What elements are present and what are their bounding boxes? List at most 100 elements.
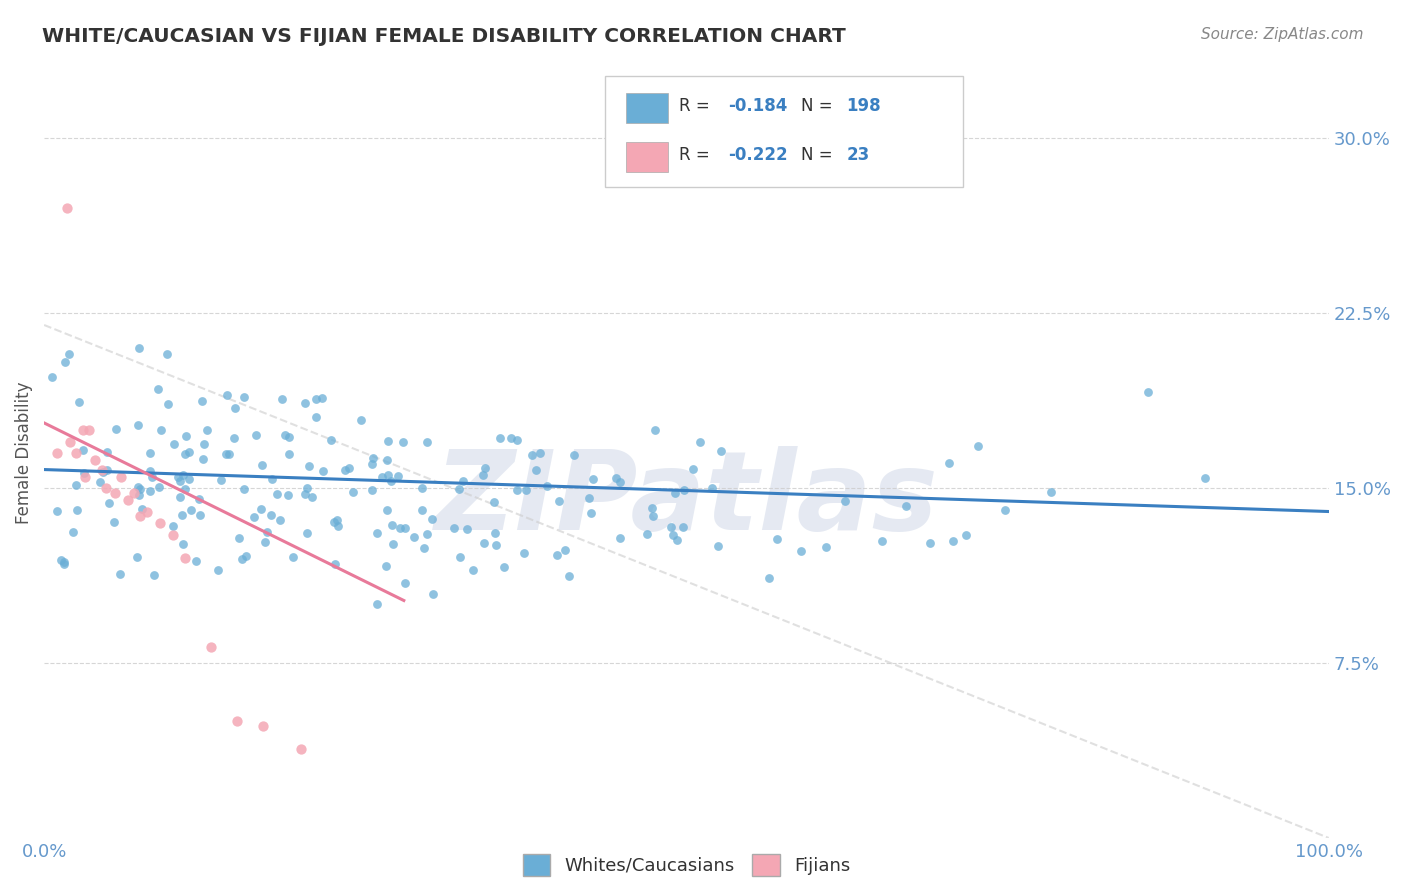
Point bbox=[295, 525, 318, 540]
Point bbox=[664, 486, 686, 500]
Point bbox=[363, 451, 385, 466]
Text: -0.184: -0.184 bbox=[728, 97, 787, 115]
Point bbox=[58, 347, 80, 361]
Point bbox=[451, 475, 474, 489]
Point bbox=[117, 492, 139, 507]
Point bbox=[524, 462, 547, 476]
Point bbox=[557, 569, 579, 583]
Point bbox=[200, 640, 222, 654]
Point bbox=[215, 388, 238, 402]
Point bbox=[77, 423, 100, 437]
Point bbox=[298, 458, 321, 473]
Point bbox=[148, 480, 170, 494]
Point bbox=[128, 341, 150, 355]
Point bbox=[416, 434, 439, 449]
Text: -0.222: -0.222 bbox=[728, 146, 787, 164]
Point bbox=[311, 391, 333, 405]
Point bbox=[942, 534, 965, 549]
Point bbox=[49, 553, 72, 567]
Point bbox=[472, 536, 495, 550]
Point bbox=[536, 479, 558, 493]
Point bbox=[938, 456, 960, 470]
Text: R =: R = bbox=[679, 146, 716, 164]
Point bbox=[105, 422, 128, 436]
Point bbox=[920, 535, 942, 549]
Point bbox=[449, 550, 471, 565]
Point bbox=[416, 526, 439, 541]
Point bbox=[290, 742, 312, 756]
Point bbox=[180, 503, 202, 517]
Point bbox=[271, 392, 294, 407]
Point bbox=[46, 446, 69, 460]
Point bbox=[127, 480, 149, 494]
Y-axis label: Female Disability: Female Disability bbox=[15, 382, 32, 524]
Point bbox=[172, 537, 194, 551]
Text: N =: N = bbox=[801, 146, 838, 164]
Point bbox=[326, 513, 349, 527]
Point bbox=[260, 508, 283, 522]
Point bbox=[394, 521, 416, 535]
Point bbox=[381, 518, 404, 533]
Text: 23: 23 bbox=[846, 146, 870, 164]
Point bbox=[515, 483, 537, 497]
Point bbox=[173, 447, 195, 461]
Point bbox=[474, 460, 496, 475]
Point bbox=[326, 519, 349, 533]
Point bbox=[128, 482, 150, 496]
Point bbox=[366, 526, 388, 541]
Point bbox=[485, 538, 508, 552]
Point bbox=[484, 526, 506, 541]
Point bbox=[370, 470, 392, 484]
Point bbox=[499, 431, 522, 445]
Point bbox=[256, 525, 278, 540]
Point bbox=[301, 491, 323, 505]
Point bbox=[295, 481, 318, 495]
Point bbox=[187, 491, 209, 506]
Point bbox=[790, 543, 813, 558]
Point bbox=[162, 528, 184, 542]
Point bbox=[207, 563, 229, 577]
Point bbox=[186, 554, 208, 568]
Point bbox=[872, 534, 894, 549]
Point bbox=[1039, 484, 1062, 499]
Point bbox=[609, 475, 631, 490]
Point bbox=[209, 473, 232, 487]
Point bbox=[177, 473, 200, 487]
Point bbox=[463, 563, 485, 577]
Point bbox=[662, 528, 685, 542]
Point bbox=[422, 586, 444, 600]
Point bbox=[834, 493, 856, 508]
Point bbox=[108, 566, 131, 581]
Point bbox=[56, 202, 79, 216]
Point bbox=[389, 521, 412, 535]
Point bbox=[323, 515, 346, 529]
Point bbox=[387, 469, 409, 483]
Point bbox=[222, 431, 245, 445]
Point bbox=[73, 467, 96, 481]
Point bbox=[72, 443, 94, 458]
Point bbox=[374, 558, 396, 573]
Point bbox=[129, 509, 152, 524]
Point bbox=[156, 347, 179, 361]
Point bbox=[506, 483, 529, 497]
Point bbox=[392, 435, 415, 450]
Point bbox=[689, 435, 711, 450]
Point bbox=[177, 444, 200, 458]
Point bbox=[193, 451, 215, 466]
Point bbox=[277, 488, 299, 502]
Point bbox=[277, 447, 299, 461]
Point bbox=[195, 423, 218, 437]
Point bbox=[582, 472, 605, 486]
Point bbox=[46, 504, 69, 518]
Point bbox=[294, 487, 316, 501]
Point bbox=[127, 550, 149, 565]
Point bbox=[131, 501, 153, 516]
Point bbox=[955, 528, 977, 542]
Point bbox=[231, 552, 253, 566]
Point bbox=[312, 465, 335, 479]
Point bbox=[65, 446, 87, 460]
Point bbox=[172, 468, 194, 483]
Point bbox=[148, 383, 170, 397]
Point bbox=[245, 428, 267, 442]
Point bbox=[141, 470, 163, 484]
